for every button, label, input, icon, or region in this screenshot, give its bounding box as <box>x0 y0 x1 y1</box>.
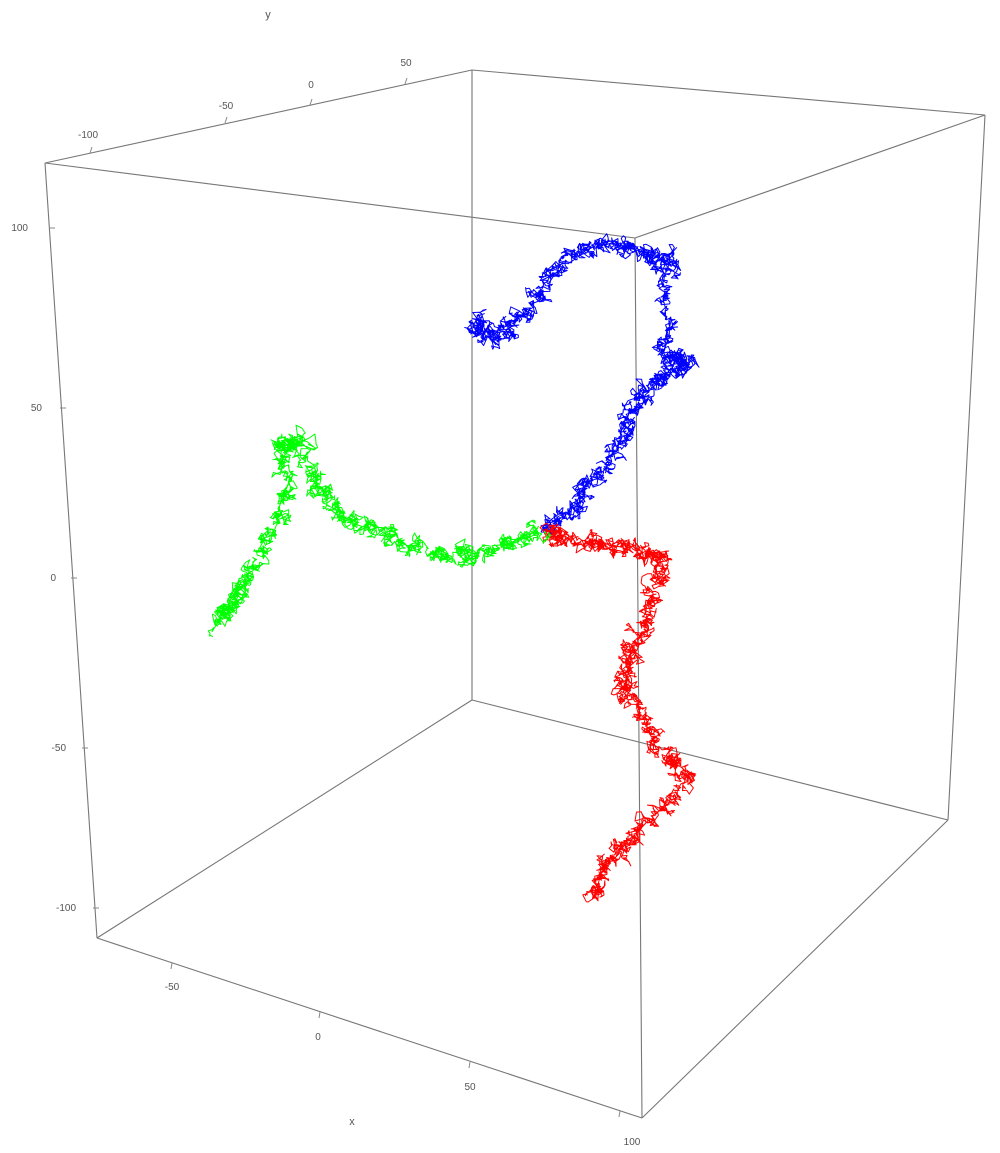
z-tick-label: -100 <box>56 903 76 914</box>
box-edge <box>44 162 636 239</box>
box-edge <box>641 819 949 1119</box>
x-axis: -50 0 50 100 x <box>165 962 641 1148</box>
box-edge <box>634 114 986 239</box>
x-tick-label: 100 <box>624 1137 641 1148</box>
box-edge <box>634 237 643 1119</box>
box-edge <box>44 69 473 164</box>
y-tick-label: -50 <box>219 101 234 112</box>
z-tick-label: 100 <box>11 223 28 234</box>
x-tick-label: -50 <box>165 982 180 993</box>
y-axis-label: y <box>265 9 271 21</box>
series-path-0 <box>464 233 700 537</box>
series-path-1 <box>539 522 697 903</box>
x-tick-label: 0 <box>315 1032 321 1043</box>
box-edge <box>96 699 473 939</box>
z-tick-label: -50 <box>52 743 67 754</box>
z-tick-label: 0 <box>50 573 56 584</box>
box-edge <box>44 162 98 939</box>
x-tick-label: 50 <box>464 1082 476 1093</box>
x-tick <box>468 1061 471 1069</box>
y-tick <box>309 98 313 106</box>
axes: -100 -50 0 50 y 100 50 0 -50 -100 -50 0 <box>11 9 640 1148</box>
y-tick <box>89 146 93 154</box>
x-tick <box>170 962 173 970</box>
x-axis-label: x <box>349 1116 355 1128</box>
box-edge <box>96 937 643 1119</box>
z-tick-label: 50 <box>31 403 43 414</box>
box-edge <box>947 114 986 821</box>
y-tick-label: -100 <box>78 130 98 141</box>
x-tick <box>618 1110 621 1118</box>
bounding-box <box>44 69 986 1119</box>
series-layer <box>207 233 700 903</box>
y-tick <box>224 116 228 124</box>
box-edge <box>471 69 986 116</box>
box-edge <box>471 699 949 821</box>
y-tick <box>404 77 408 85</box>
x-tick <box>318 1011 321 1019</box>
series-path-2 <box>207 424 551 638</box>
y-tick-label: 50 <box>400 58 412 69</box>
y-tick-label: 0 <box>308 80 314 91</box>
z-axis: 100 50 0 -50 -100 <box>11 223 99 914</box>
y-axis: -100 -50 0 50 y <box>78 9 412 154</box>
